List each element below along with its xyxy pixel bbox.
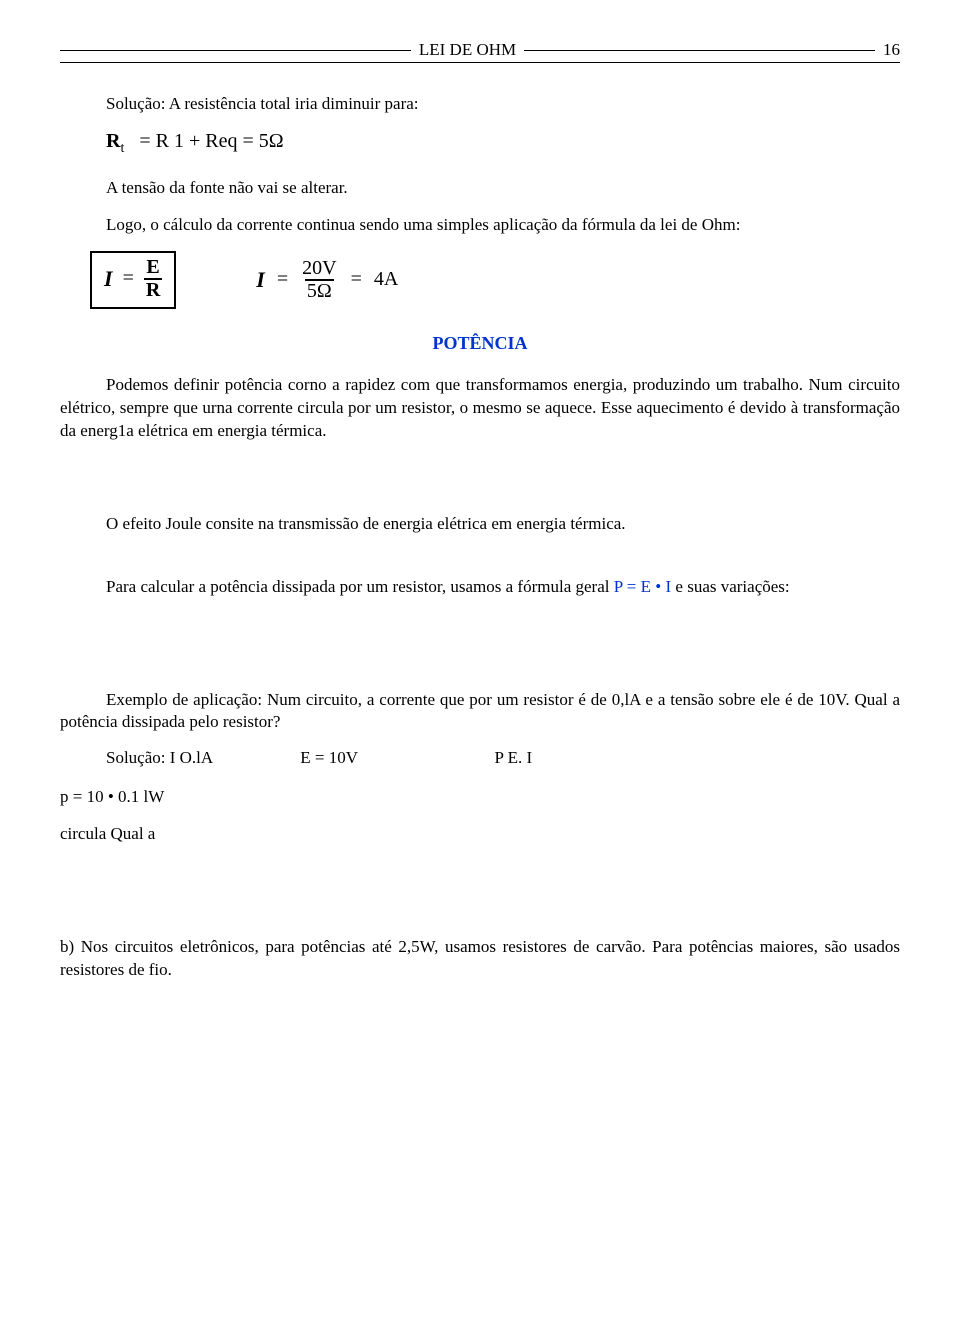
paragraph-example: Exemplo de aplicação: Num circuito, a co… [60, 689, 900, 735]
ohm-calc-eq2: = [351, 268, 362, 291]
page-header: LEI DE OHM 16 [60, 40, 900, 60]
ohm-box-eq: = [123, 267, 134, 290]
formula-rt-sub: t [120, 141, 124, 156]
paragraph-ohm-intro: Logo, o cálculo da corrente continua sen… [60, 214, 900, 237]
formula-rt-lhs: R [106, 130, 120, 152]
formula-ohm-row: I = E R I = 20V 5Ω = 4A [90, 251, 900, 309]
ohm-calc-eq1: = [277, 268, 288, 291]
ohm-calc-i: I [256, 267, 265, 293]
header-rule-left [60, 50, 411, 51]
header-title: LEI DE OHM [411, 40, 524, 60]
ohm-calc-result: 4A [374, 268, 398, 291]
paragraph-voltage-constant: A tensão da fonte não vai se alterar. [60, 177, 900, 200]
ohm-box-num: E [144, 257, 161, 278]
ohm-calc-den: 5Ω [305, 279, 334, 302]
ohm-calc-frac: 20V 5Ω [300, 258, 338, 302]
section-title-potencia: POTÊNCIA [60, 333, 900, 354]
ohm-box-i: I [104, 266, 113, 292]
p6-post: e suas variações: [671, 577, 789, 596]
formula-ohm-calc: I = 20V 5Ω = 4A [256, 258, 398, 302]
paragraph-circula: circula Qual a [60, 823, 900, 846]
formula-ohm-boxed: I = E R [90, 251, 176, 309]
header-rule-bottom [60, 62, 900, 63]
solution-values-row: Solução: I O.lA E = 10V P E. I [106, 748, 900, 768]
sol-c2: E = 10V [300, 748, 490, 768]
paragraph-joule: O efeito Joule consite na transmissão de… [60, 513, 900, 536]
paragraph-potencia-def: Podemos definir potência corno a rapidez… [60, 374, 900, 443]
paragraph-solution-intro: Solução: A resistência total iria diminu… [60, 93, 900, 116]
paragraph-resistor-types: b) Nos circuitos eletrônicos, para potên… [60, 936, 900, 982]
formula-rt: Rt = R 1 + Req = 5Ω [106, 130, 900, 157]
p6-formula: P = E • I [614, 577, 671, 596]
p6-pre: Para calcular a potência dissipada por u… [106, 577, 614, 596]
sol-c1: Solução: I O.lA [106, 748, 296, 768]
header-page-number: 16 [875, 40, 900, 60]
formula-rt-rhs: = R 1 + Req = 5Ω [139, 130, 283, 152]
ohm-box-den: R [144, 278, 162, 301]
paragraph-formula-intro: Para calcular a potência dissipada por u… [60, 576, 900, 599]
paragraph-p-result: p = 10 • 0.1 lW [60, 786, 900, 809]
ohm-calc-num: 20V [300, 258, 338, 279]
sol-c3: P E. I [495, 748, 685, 768]
header-rule-right [524, 50, 875, 51]
ohm-box-frac: E R [144, 257, 162, 301]
